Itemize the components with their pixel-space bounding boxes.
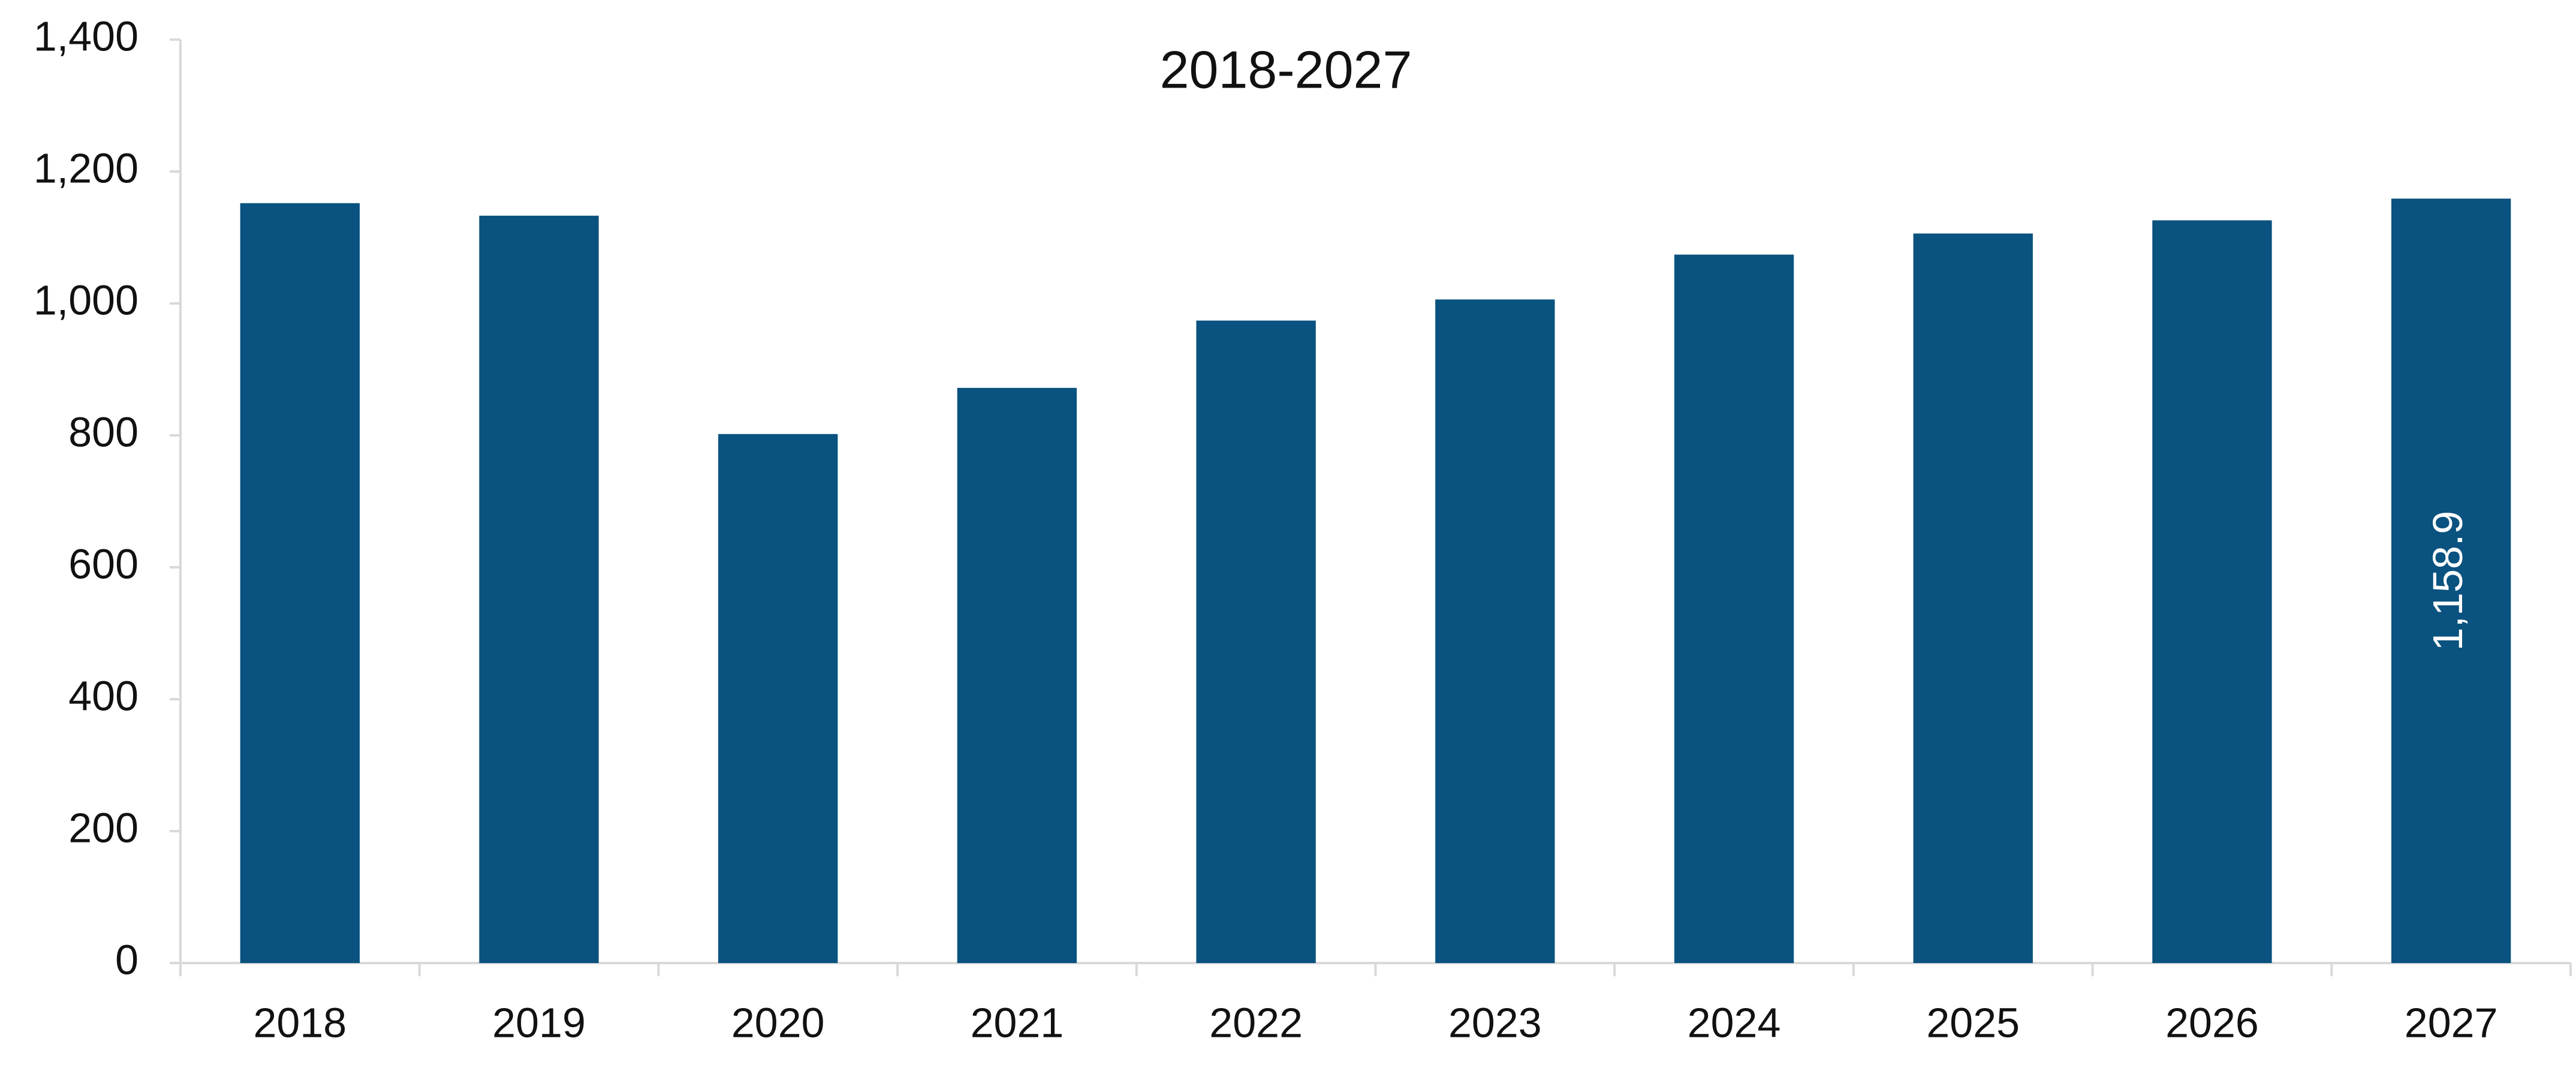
bar — [957, 387, 1077, 963]
x-tick-label: 2024 — [1688, 999, 1781, 1046]
x-tick-label: 2022 — [1209, 999, 1303, 1046]
y-tick-label: 1,200 — [34, 145, 138, 191]
y-tick-label: 1,000 — [34, 276, 138, 323]
y-tick-label: 600 — [68, 540, 138, 587]
bar — [1674, 254, 1794, 964]
y-tick-label: 800 — [68, 408, 138, 455]
x-tick-label: 2019 — [492, 999, 586, 1046]
x-tick-label: 2021 — [971, 999, 1064, 1046]
bar — [2391, 198, 2511, 964]
x-tick-label: 2025 — [1926, 999, 2020, 1046]
x-tick-label: 2027 — [2405, 999, 2498, 1046]
y-tick-label: 1,400 — [34, 13, 138, 59]
y-tick-label: 200 — [68, 804, 138, 851]
bar — [718, 434, 838, 963]
data-label: 1,158.9 — [2424, 511, 2471, 651]
bar — [240, 203, 360, 963]
bar — [479, 215, 599, 964]
x-tick-label: 2023 — [1448, 999, 1542, 1046]
bar — [1913, 233, 2033, 963]
chart-title: 2018-2027 — [1160, 40, 1412, 99]
y-tick-label: 0 — [115, 936, 138, 983]
x-tick-label: 2026 — [2165, 999, 2259, 1046]
x-tick-label: 2020 — [731, 999, 825, 1046]
y-tick-label: 400 — [68, 672, 138, 719]
x-tick-label: 2018 — [253, 999, 347, 1046]
bar — [1435, 299, 1555, 963]
bar — [1196, 320, 1316, 963]
bar — [2152, 220, 2272, 963]
